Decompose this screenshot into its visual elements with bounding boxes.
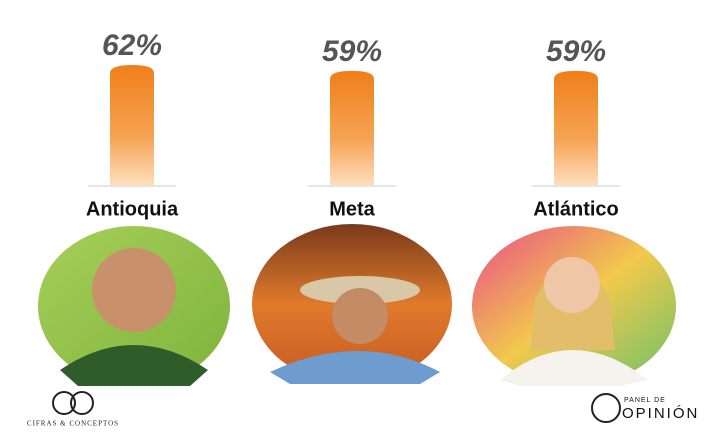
logo-text: PANEL DE xyxy=(624,397,666,404)
logo-right: PANEL DE OPINIÓN xyxy=(591,393,699,423)
logo-mark xyxy=(591,393,621,423)
bar xyxy=(554,70,598,186)
bar xyxy=(110,65,154,186)
logo-text: CIFRAS & CONCEPTOS xyxy=(27,420,119,428)
logo-text: OPINIÓN xyxy=(622,405,699,422)
logo-mark xyxy=(52,391,76,415)
face xyxy=(332,288,388,344)
value-label: 62% xyxy=(102,29,162,62)
value-label: 59% xyxy=(322,35,382,68)
value-label: 59% xyxy=(546,35,606,68)
shirt xyxy=(270,351,440,384)
category-label: Meta xyxy=(329,198,375,220)
logo-left: CIFRAS & CONCEPTOS xyxy=(27,391,119,428)
blouse xyxy=(500,350,648,386)
category-label: Antioquia xyxy=(86,198,179,220)
logo-mark xyxy=(70,391,94,415)
face xyxy=(544,257,600,313)
photos xyxy=(38,224,676,386)
bars: 62% Antioquia 59% Meta 59% Atlántico xyxy=(86,29,620,220)
shirt xyxy=(60,345,208,386)
face xyxy=(92,248,176,332)
category-label: Atlántico xyxy=(533,198,619,220)
bar xyxy=(330,70,374,186)
